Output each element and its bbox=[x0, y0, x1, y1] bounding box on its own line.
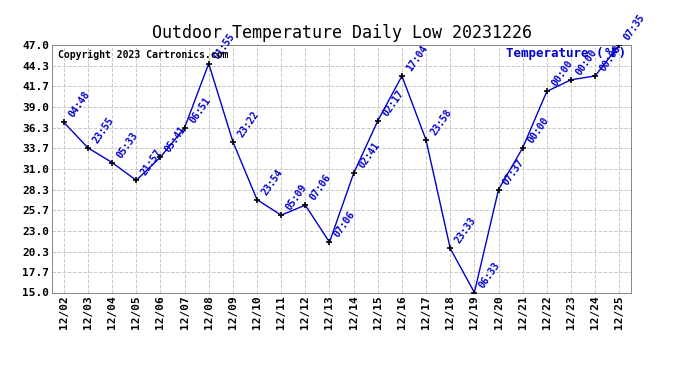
Text: Temperature (°F): Temperature (°F) bbox=[506, 48, 626, 60]
Text: 00:00: 00:00 bbox=[574, 47, 599, 77]
Text: 07:06: 07:06 bbox=[308, 172, 333, 202]
Text: 00:00: 00:00 bbox=[598, 44, 623, 73]
Text: 23:54: 23:54 bbox=[260, 167, 285, 197]
Text: 00:00: 00:00 bbox=[526, 115, 551, 145]
Text: Copyright 2023 Cartronics.com: Copyright 2023 Cartronics.com bbox=[57, 50, 228, 60]
Text: 02:41: 02:41 bbox=[357, 141, 382, 171]
Text: 07:06: 07:06 bbox=[333, 210, 357, 240]
Text: 02:17: 02:17 bbox=[381, 88, 406, 118]
Text: 17:04: 17:04 bbox=[405, 44, 430, 73]
Text: 05:09: 05:09 bbox=[284, 183, 309, 212]
Text: 06:51: 06:51 bbox=[188, 95, 213, 125]
Text: 01:55: 01:55 bbox=[212, 31, 237, 61]
Text: 23:22: 23:22 bbox=[236, 109, 261, 139]
Text: 00:00: 00:00 bbox=[550, 59, 575, 88]
Text: 23:55: 23:55 bbox=[91, 115, 116, 145]
Text: 07:35: 07:35 bbox=[622, 12, 647, 42]
Text: 23:33: 23:33 bbox=[453, 216, 478, 246]
Text: 04:48: 04:48 bbox=[67, 90, 92, 120]
Text: 06:33: 06:33 bbox=[477, 260, 502, 290]
Text: 07:37: 07:37 bbox=[502, 157, 526, 187]
Text: 05:33: 05:33 bbox=[115, 130, 140, 160]
Text: 05:41: 05:41 bbox=[164, 124, 188, 154]
Title: Outdoor Temperature Daily Low 20231226: Outdoor Temperature Daily Low 20231226 bbox=[152, 24, 531, 42]
Text: 23:58: 23:58 bbox=[429, 108, 454, 137]
Text: 21:57: 21:57 bbox=[139, 148, 164, 178]
